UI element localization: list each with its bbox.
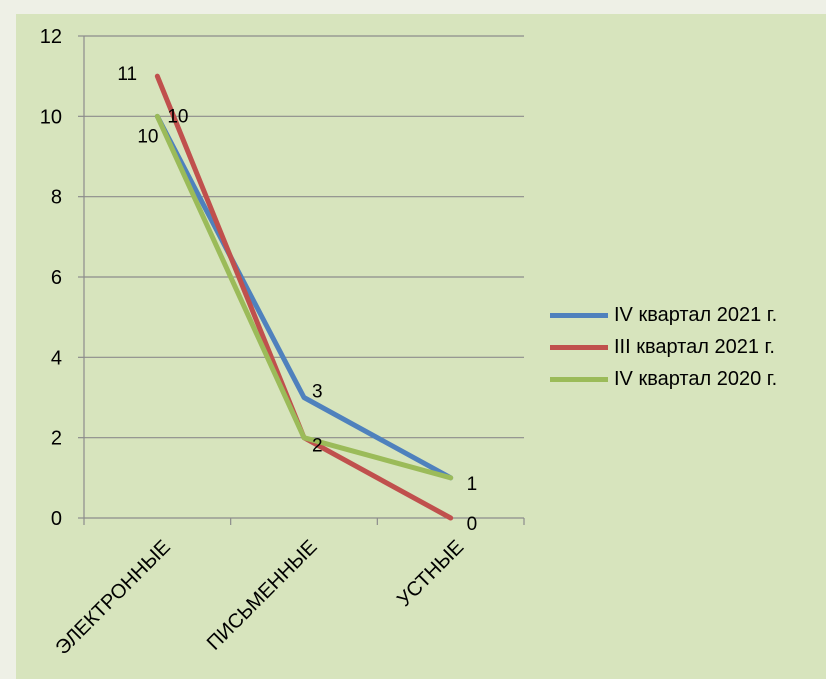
- chart-panel: 0 2 4 6 8 10 12 ЭЛЕКТРОННЫЕ ПИСЬМЕННЫЕ УСТНЫЕ 10 3 1…: [16, 14, 826, 679]
- legend-item-iv-2021: IV квартал 2021 г.: [550, 302, 777, 328]
- y-tick-label: 12: [40, 26, 62, 48]
- data-label: 1: [467, 474, 478, 495]
- legend: IV квартал 2021 г. III квартал 2021 г. I…: [550, 302, 777, 398]
- legend-swatch-iii-2021: [550, 344, 608, 350]
- legend-label-iv-2021: IV квартал 2021 г.: [614, 303, 778, 326]
- y-tick-label: 6: [51, 267, 62, 289]
- legend-swatch-iv-2021: [550, 312, 608, 318]
- legend-label-iii-2021: III квартал 2021 г.: [614, 335, 775, 358]
- legend-swatch-iv-2020: [550, 376, 608, 382]
- y-tick-label: 2: [51, 428, 62, 450]
- y-tick-label: 4: [51, 347, 62, 369]
- y-tick-label: 8: [51, 187, 62, 209]
- data-label: 2: [312, 436, 323, 457]
- x-category-label: УСТНЫЕ: [393, 536, 468, 611]
- series-line: [154, 113, 454, 481]
- data-label: 10: [167, 106, 188, 127]
- series-line: [154, 113, 454, 481]
- x-category-label: ПИСЬМЕННЫЕ: [203, 536, 322, 655]
- legend-label-iv-2020: IV квартал 2020 г.: [614, 367, 778, 390]
- legend-item-iv-2020: IV квартал 2020 г.: [550, 366, 777, 392]
- data-label: 11: [117, 64, 137, 85]
- data-label: 3: [312, 382, 323, 403]
- data-label: 10: [137, 126, 158, 147]
- legend-item-iii-2021: III квартал 2021 г.: [550, 334, 777, 360]
- y-tick-label: 0: [51, 508, 62, 530]
- data-label: 0: [467, 514, 478, 535]
- y-tick-label: 10: [40, 106, 62, 128]
- x-category-label: ЭЛЕКТРОННЫЕ: [52, 536, 175, 659]
